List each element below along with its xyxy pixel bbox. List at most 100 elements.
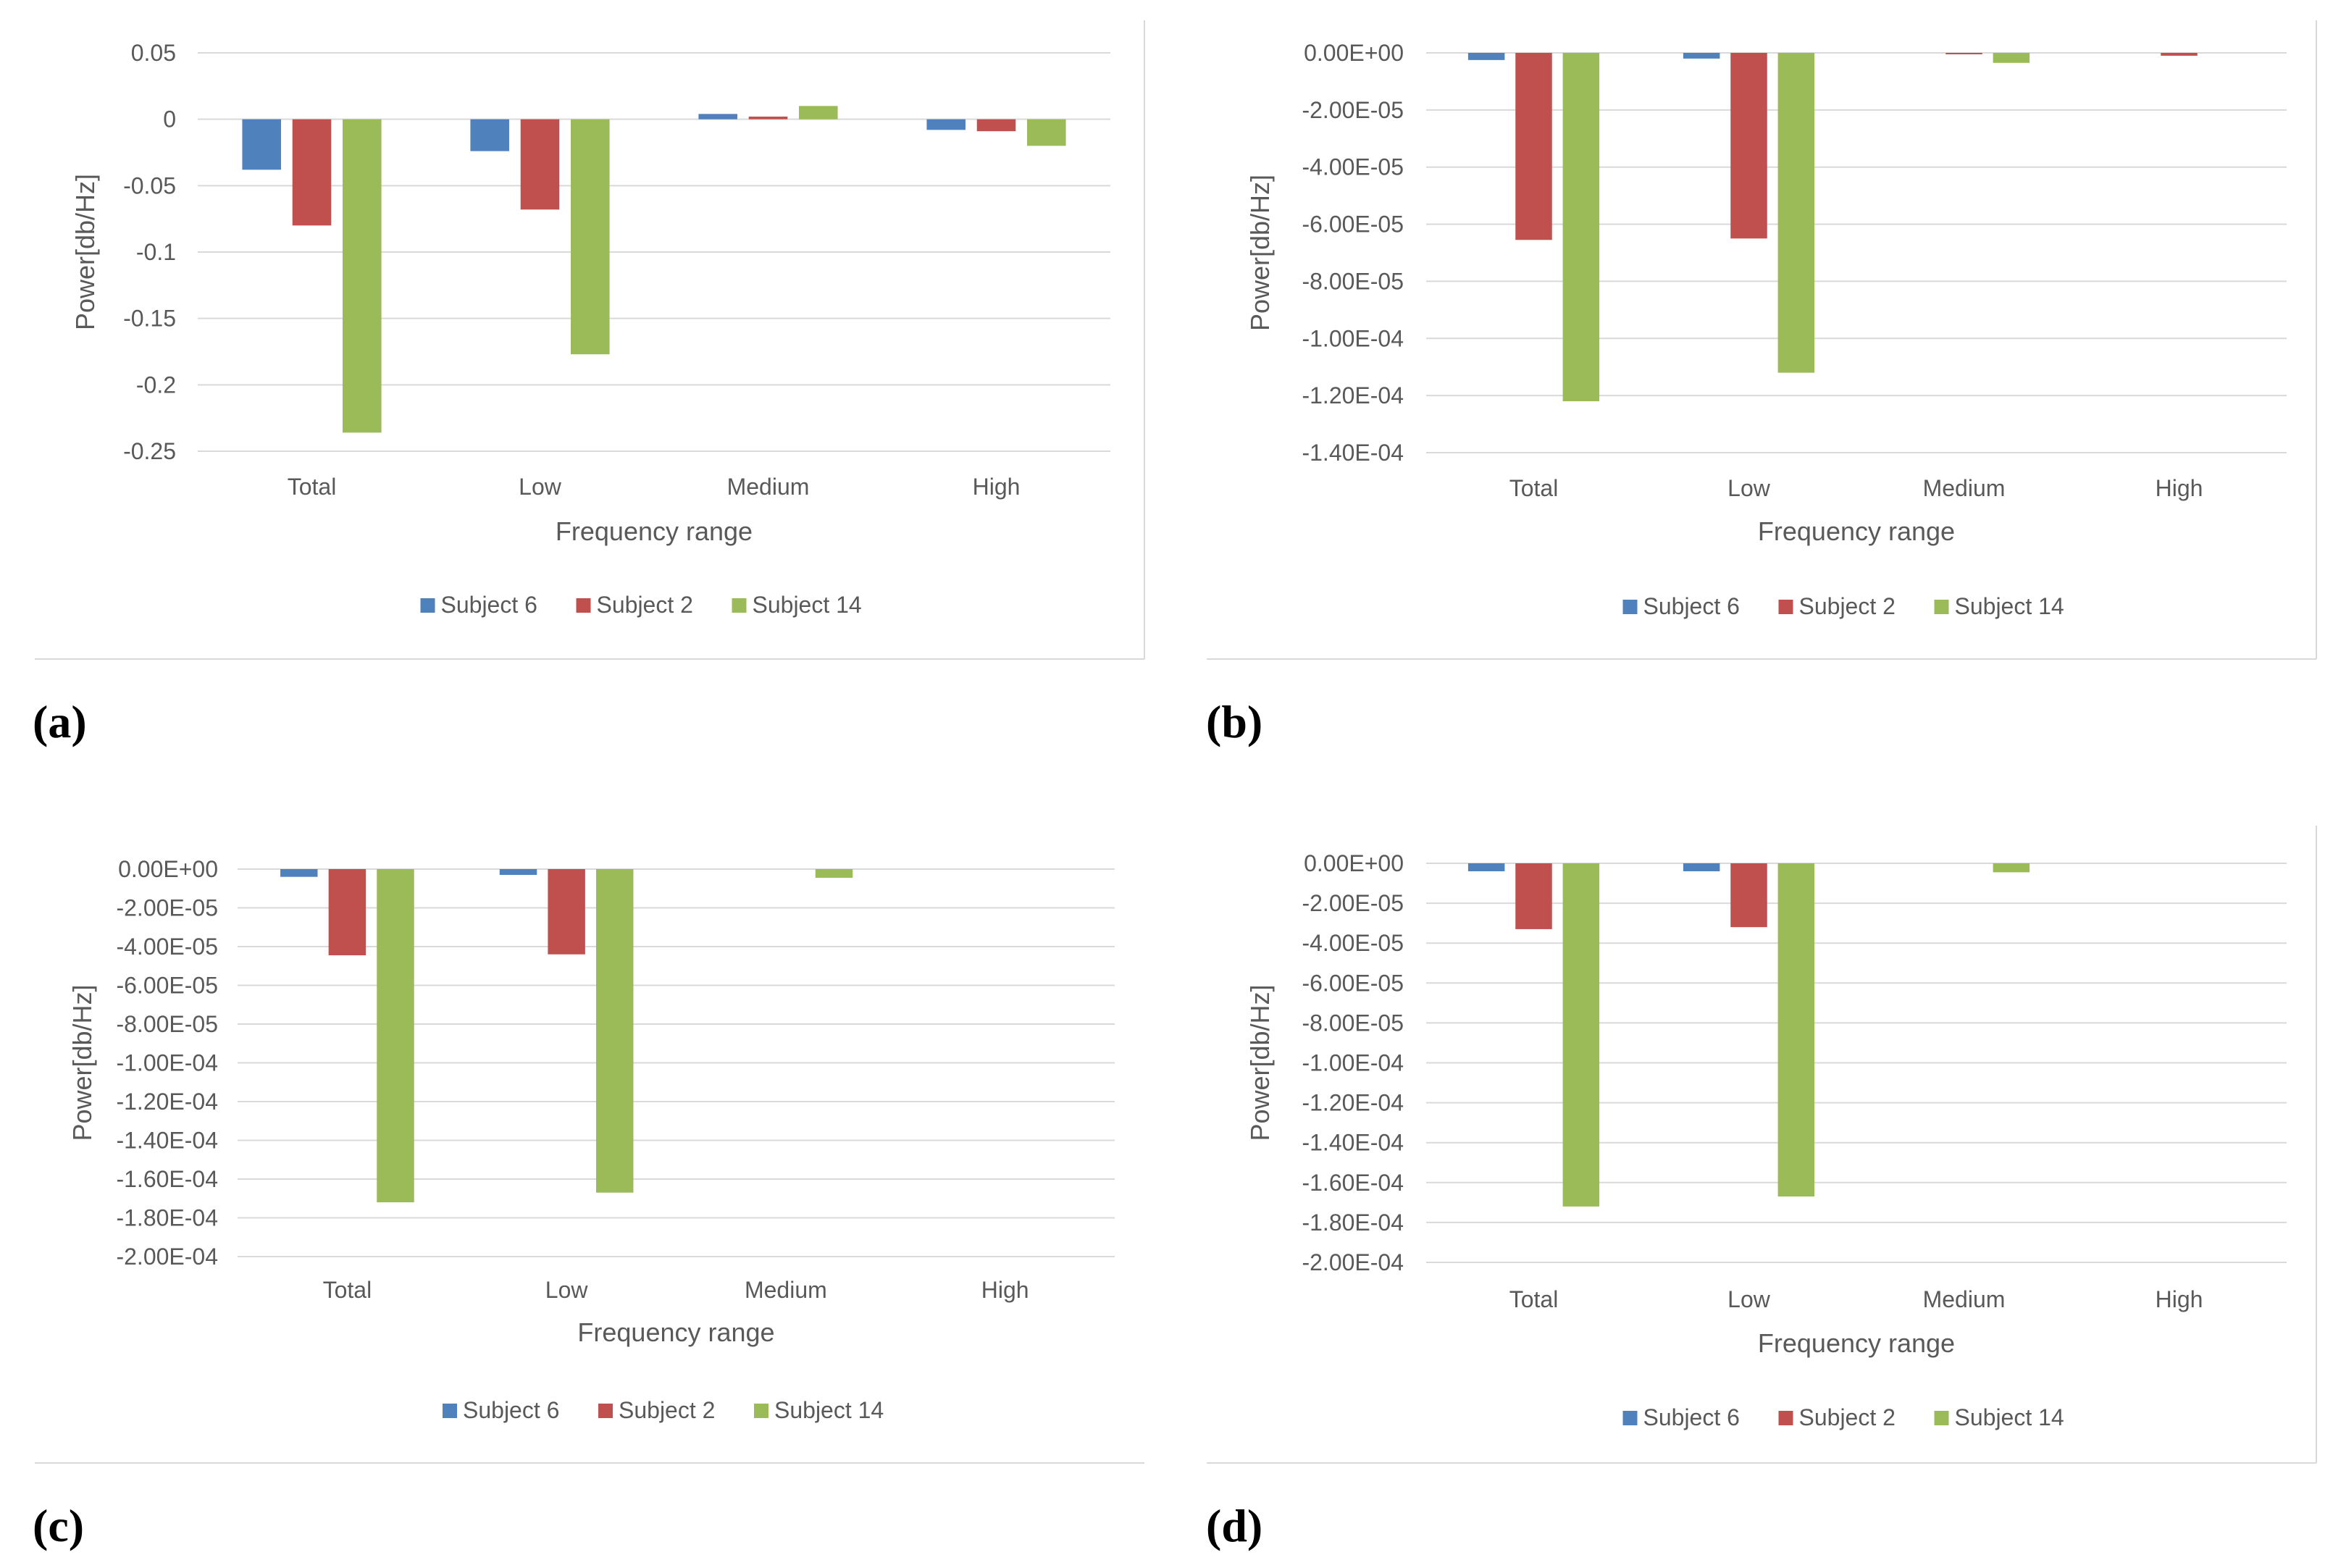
y-tick-label: -8.00E-05 [1302,1010,1404,1036]
legend-label: Subject 6 [463,1397,559,1423]
x-category-label: Medium [727,474,810,500]
y-tick-label: -2.00E-05 [1302,890,1404,916]
y-tick-label: -1.80E-04 [116,1205,218,1231]
bar [1683,863,1720,872]
y-tick-label: -6.00E-05 [1302,211,1404,238]
y-tick-label: 0.00E+00 [118,856,218,882]
y-tick-label: -2.00E-04 [1302,1249,1404,1275]
legend-swatch [1622,600,1638,614]
bar [976,119,1016,132]
x-category-label: High [981,1277,1029,1303]
legend-swatch [1934,600,1949,614]
bar [1777,863,1815,1197]
y-tick-label: -1.60E-04 [116,1166,218,1192]
legend-swatch [420,598,435,613]
y-tick-label: -1.40E-04 [1302,1130,1404,1156]
bar [571,119,610,355]
bar [470,119,509,151]
bar [1562,53,1600,402]
legend-swatch [576,598,591,613]
chart-d-svg: 0.00E+00 -2.00E-05 -4.00E-05 -6.00E-05 -8.00… [1207,826,2317,1464]
panel-label-a: (a) [33,696,87,747]
bar [1945,53,1982,54]
legend-swatch [732,598,747,613]
y-tick-label: -1.00E-04 [1302,1050,1404,1076]
bar [595,869,634,1193]
legend-label: Subject 6 [441,592,537,618]
legend-label: Subject 2 [1799,1404,1896,1430]
bar [1467,53,1505,60]
legend-label: Subject 2 [619,1397,715,1423]
legend-label: Subject 14 [774,1397,884,1423]
y-tick-label: -0.2 [136,372,176,398]
legend-swatch [1778,600,1793,614]
legend-swatch [598,1404,613,1418]
panel-label-c: (c) [33,1500,85,1551]
bar [698,114,737,120]
bar [1562,863,1600,1207]
bar [1730,53,1767,239]
y-tick-label: -8.00E-05 [1302,268,1404,294]
bar [1993,53,2030,63]
y-axis-title: Power[db/Hz] [1245,984,1275,1141]
y-tick-label: -8.00E-05 [116,1011,218,1037]
bar [242,119,281,170]
y-tick-label: -1.20E-04 [1302,1090,1404,1116]
bar [328,869,367,956]
y-tick-label: -0.1 [136,239,176,265]
bar [815,869,853,879]
legend-label: Subject 6 [1643,593,1740,619]
y-tick-label: -0.25 [123,438,176,464]
legend-swatch [443,1404,457,1418]
bar [1467,863,1505,872]
x-category-label: Low [1727,475,1771,501]
x-category-label: Low [545,1277,589,1303]
panel-label-d: (d) [1206,1500,1263,1551]
y-tick-label: -6.00E-05 [1302,970,1404,996]
y-tick-label: -1.80E-04 [1302,1209,1404,1236]
legend-label: Subject 2 [597,592,693,618]
y-tick-label: -1.20E-04 [1302,382,1404,408]
x-category-label: Low [519,474,562,500]
y-tick-label: -0.05 [123,172,176,198]
x-category-label: High [2156,475,2203,501]
y-tick-label: 0.00E+00 [1304,40,1404,66]
bar [548,869,585,955]
x-category-label: Total [323,1277,372,1303]
x-category-label: Low [1727,1286,1771,1312]
y-tick-label: 0 [163,106,176,133]
bar [1515,863,1552,929]
chart-panel-c: 0.00E+00 -2.00E-05 -4.00E-05 -6.00E-05 -8.00… [35,826,1146,1467]
x-category-label: High [973,474,1021,500]
bar [343,119,382,433]
legend-swatch [1778,1411,1793,1425]
y-tick-label: -4.00E-05 [1302,930,1404,956]
x-axis-title: Frequency range [556,516,753,546]
x-category-label: Total [1509,475,1559,501]
bar [280,869,318,877]
y-tick-label: -0.15 [123,306,176,332]
chart-panel-d: 0.00E+00 -2.00E-05 -4.00E-05 -6.00E-05 -8.00… [1207,826,2318,1467]
bar [1515,53,1552,240]
legend-label: Subject 14 [1955,1404,2064,1430]
bar [2161,53,2198,56]
legend-swatch [754,1404,768,1418]
chart-panel-a: 0.05 0 -0.05 -0.1 -0.15 -0.2 -0.25 Total Low Medi… [35,20,1146,661]
chart-b-svg: 0.00E+00 -2.00E-05 -4.00E-05 -6.00E-05 -8.00… [1207,20,2317,660]
y-tick-label: 0.05 [131,40,176,66]
x-category-label: Medium [1923,1286,2006,1312]
legend-label: Subject 14 [753,592,862,618]
bar [1777,53,1815,373]
bar [520,119,560,210]
x-axis-title: Frequency range [577,1317,774,1347]
y-tick-label: -1.20E-04 [116,1089,218,1115]
legend-label: Subject 2 [1799,593,1896,619]
y-axis-title: Power[db/Hz] [67,984,97,1141]
chart-panel-b: 0.00E+00 -2.00E-05 -4.00E-05 -6.00E-05 -8.00… [1207,20,2318,661]
legend-label: Subject 14 [1955,593,2064,619]
y-tick-label: -2.00E-04 [116,1244,218,1270]
y-tick-label: -4.00E-05 [1302,154,1404,180]
legend-swatch [1934,1411,1949,1425]
bar [799,106,838,120]
bar [292,119,332,226]
